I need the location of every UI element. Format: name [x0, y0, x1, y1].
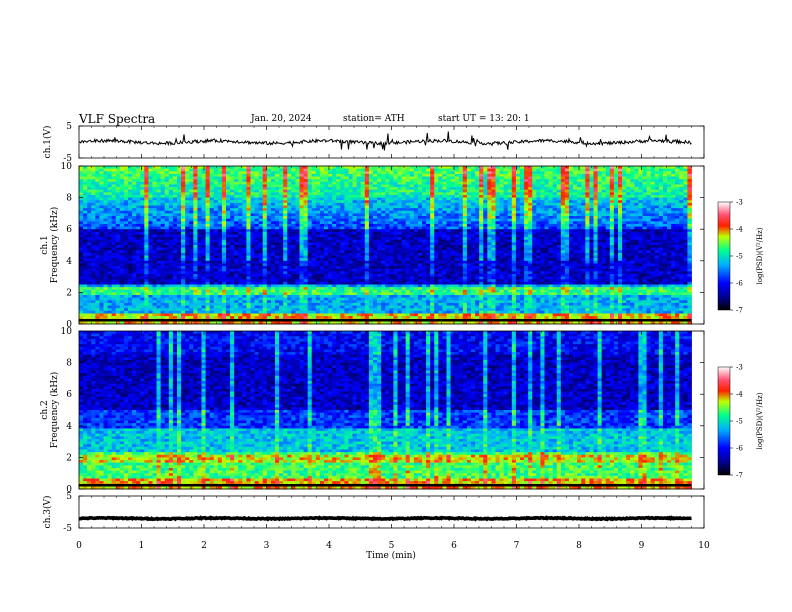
date-label: Jan. 20, 2024	[251, 114, 312, 124]
x-tick-label: 7	[514, 541, 520, 551]
x-tick-label: 10	[698, 541, 710, 551]
colorbar-tick-label: -7	[736, 307, 743, 315]
x-axis-label: Time (min)	[366, 550, 416, 561]
ch2-spectrogram-ylabel-channel: ch.2	[40, 400, 50, 419]
ch1-spectrogram-cells	[79, 166, 692, 325]
ch1-waveform-line	[78, 131, 692, 151]
ch2-spectrogram-y-tick-label: 6	[66, 390, 72, 400]
colorbar-tick-label: -3	[736, 199, 743, 207]
ch2-colorbar: -3 -4 -5 -6 -7 log(PSD)(V²/Hz)	[717, 364, 764, 480]
ch2-spectrogram-ylabel-frequency: Frequency (kHz)	[49, 372, 60, 449]
ch3-waveform-y-tick-label: -5	[63, 524, 72, 534]
ch1-waveform-ylabel: ch.1(V)	[42, 126, 53, 159]
ch3-waveform-line	[78, 515, 692, 522]
ch1-colorbar-label: log(PSD)(V²/Hz)	[756, 227, 764, 284]
ch1-spectrogram-y-tick-label: 10	[61, 162, 73, 172]
ch1-waveform-y-tick-label: -5	[63, 154, 72, 164]
x-tick-label: 1	[139, 541, 145, 551]
colorbar-tick-label: -4	[736, 391, 743, 399]
colorbar-tick-label: -5	[736, 253, 743, 261]
ch2-spectrogram-y-tick-label: 0	[66, 485, 72, 495]
colorbar-tick-label: -4	[736, 226, 743, 234]
ch3-waveform-y-tick-label: 5	[66, 492, 72, 502]
x-tick-label: 2	[201, 541, 207, 551]
ch1-spectrogram-panel	[78, 165, 705, 325]
x-tick-label: 8	[576, 541, 582, 551]
ch2-spectrogram-y-tick-label: 4	[66, 422, 72, 432]
ch2-spectrogram-cells	[79, 331, 692, 490]
ch3-waveform-ylabel: ch.3(V)	[42, 496, 53, 529]
ch3-waveform-panel	[78, 495, 705, 529]
x-tick-label: 5	[389, 541, 395, 551]
colorbar-tick-label: -6	[736, 280, 743, 288]
ch1-colorbar: -3 -4 -5 -6 -7 log(PSD)(V²/Hz)	[717, 199, 764, 315]
chart-title: VLF Spectra	[79, 112, 156, 126]
x-tick-label: 6	[451, 541, 457, 551]
ch1-spectrogram-y-tick-label: 6	[66, 225, 72, 235]
ch1-spectrogram-y-tick-label: 2	[66, 288, 72, 298]
x-tick-label: 9	[639, 541, 645, 551]
station-label: station= ATH	[343, 114, 405, 124]
ch1-spectrogram-y-tick-label: 4	[66, 257, 72, 267]
ch1-spectrogram-ylabel-frequency: Frequency (kHz)	[49, 207, 60, 284]
ch1-spectrogram-y-tick-label: 8	[66, 194, 72, 204]
start-time-label: start UT = 13: 20: 1	[438, 114, 530, 124]
ch2-colorbar-label: log(PSD)(V²/Hz)	[756, 392, 764, 449]
colorbar-tick-label: -3	[736, 364, 743, 372]
x-tick-label: 3	[264, 541, 270, 551]
ch2-spectrogram-y-tick-label: 10	[61, 327, 73, 337]
ch2-spectrogram-y-tick-label: 2	[66, 453, 72, 463]
x-tick-label: 4	[326, 541, 332, 551]
ch2-spectrogram-panel	[78, 330, 705, 490]
x-tick-label: 0	[76, 541, 82, 551]
colorbar-tick-label: -6	[736, 445, 743, 453]
ch1-spectrogram-ylabel-channel: ch.1	[40, 235, 50, 254]
colorbar-tick-label: -7	[736, 472, 743, 480]
colorbar-tick-label: -5	[736, 418, 743, 426]
ch1-waveform-y-tick-label: 5	[66, 122, 72, 132]
ch1-spectrogram-y-tick-label: 0	[66, 320, 72, 330]
ch2-spectrogram-y-tick-label: 8	[66, 359, 72, 369]
